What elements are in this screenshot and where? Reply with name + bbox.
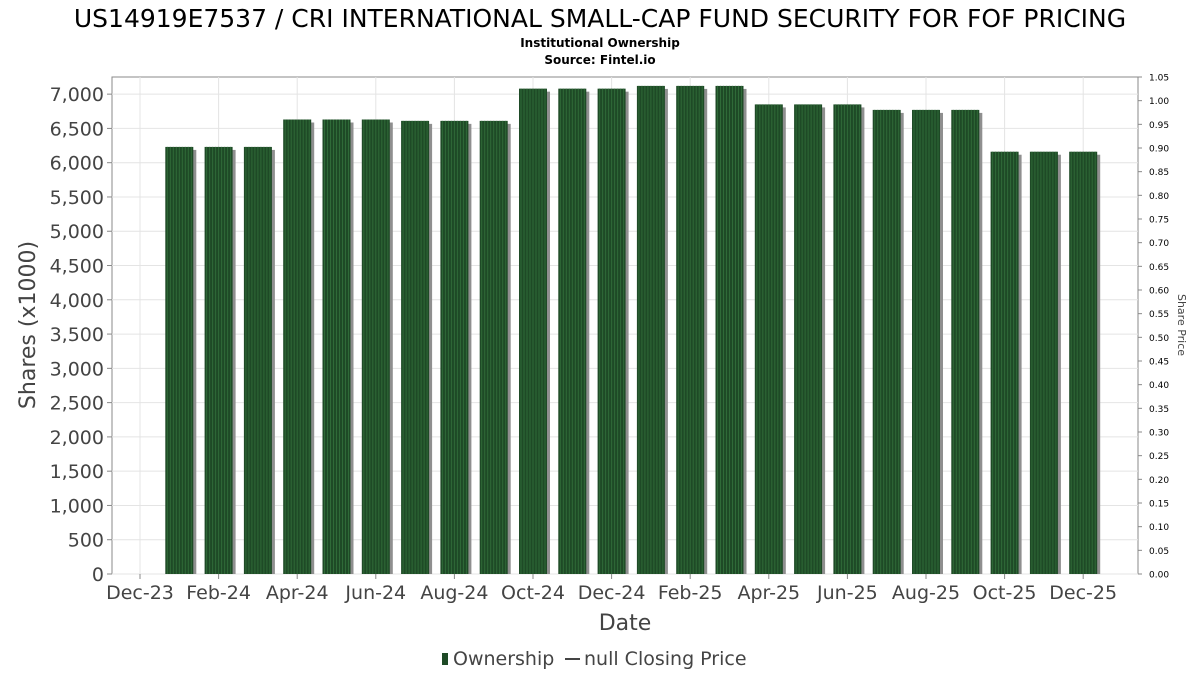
- y2-tick-label: 0.35: [1149, 405, 1169, 415]
- y-tick-label: 5,000: [50, 221, 104, 243]
- x-tick-label: Dec-23: [106, 582, 174, 604]
- bar-May-24: [322, 119, 354, 574]
- bar-Sep-24: [479, 120, 511, 574]
- legend-swatch-ownership: [442, 653, 448, 665]
- bar-Feb-24: [204, 146, 236, 574]
- y2-tick-label: 0.15: [1149, 500, 1169, 510]
- chart-source: Source: Fintel.io: [544, 53, 655, 67]
- x-tick-label: Dec-25: [1049, 582, 1117, 604]
- bar-Jul-25: [872, 109, 904, 574]
- bar-Jan-25: [636, 85, 668, 574]
- x-tick-label: Aug-25: [892, 582, 960, 604]
- bar-Mar-25: [715, 85, 747, 574]
- y-tick-label: 5,500: [50, 187, 104, 209]
- y2-tick-label: 0.10: [1149, 523, 1169, 533]
- y2-tick-label: 0.50: [1149, 334, 1169, 344]
- bar-Sep-25: [951, 109, 983, 574]
- y2-tick-label: 0.70: [1149, 239, 1169, 249]
- legend: Ownership null Closing Price: [442, 648, 747, 670]
- bar-Oct-25: [990, 151, 1022, 574]
- bar-Apr-24: [283, 119, 315, 574]
- x-tick-label: Oct-25: [973, 582, 1037, 604]
- y-axis-left: 0 500 1,000 1,500 2,000 2,500 3,000 3,500 4,000 4…: [50, 84, 112, 586]
- y-tick-label: 4,000: [50, 290, 104, 312]
- x-tick-label: Feb-25: [658, 582, 723, 604]
- y2-tick-label: 0.60: [1149, 287, 1169, 297]
- bar-Jan-24: [165, 146, 197, 574]
- bar-Dec-24: [597, 88, 629, 574]
- bar-Feb-25: [676, 85, 708, 574]
- legend-label-ownership: Ownership: [453, 648, 554, 670]
- y2-tick-label: 0.85: [1149, 168, 1169, 178]
- y-axis-label: Shares (x1000): [16, 241, 41, 409]
- y2-tick-label: 0.45: [1149, 358, 1169, 368]
- x-tick-label: Jun-25: [816, 582, 878, 604]
- y2-tick-label: 0.65: [1149, 263, 1169, 273]
- y-tick-label: 3,500: [50, 324, 104, 346]
- y-axis-right: 0.00 0.05 0.10 0.15 0.20 0.25 0.30 0.35 0.40 0.45…: [1138, 74, 1169, 581]
- x-axis-label: Date: [599, 611, 652, 636]
- y-tick-label: 2,000: [50, 427, 104, 449]
- bar-May-25: [794, 104, 826, 575]
- y-tick-label: 6,500: [50, 118, 104, 140]
- bar-Dec-25: [1069, 151, 1101, 574]
- y-tick-label: 7,000: [50, 84, 104, 106]
- bar-series-ownership: [165, 85, 1101, 575]
- bar-Jul-24: [401, 120, 433, 574]
- chart-subtitle: Institutional Ownership: [520, 36, 680, 50]
- y-tick-label: 0: [92, 564, 104, 586]
- y2-axis-label: Share Price: [1175, 294, 1188, 356]
- y2-tick-label: 0.75: [1149, 216, 1169, 226]
- y-tick-label: 1,500: [50, 461, 104, 483]
- x-tick-label: Apr-25: [737, 582, 800, 604]
- y-tick-label: 6,000: [50, 153, 104, 175]
- y2-tick-label: 0.80: [1149, 192, 1169, 202]
- bar-Aug-24: [440, 120, 472, 574]
- y-tick-label: 1,000: [50, 495, 104, 517]
- y-tick-label: 3,000: [50, 358, 104, 380]
- bar-Aug-25: [912, 109, 943, 574]
- x-tick-label: Dec-24: [578, 582, 646, 604]
- y-tick-label: 500: [68, 530, 104, 552]
- y2-tick-label: 0.40: [1149, 381, 1169, 391]
- x-tick-label: Apr-24: [266, 582, 329, 604]
- bar-Jun-25: [833, 104, 865, 575]
- bar-Mar-24: [243, 146, 275, 574]
- y2-tick-label: 0.30: [1149, 429, 1169, 439]
- bar-Jun-24: [361, 119, 393, 574]
- x-tick-label: Jun-24: [344, 582, 406, 604]
- bar-Nov-24: [558, 88, 590, 574]
- chart-title: US14919E7537 / CRI INTERNATIONAL SMALL-C…: [74, 4, 1126, 33]
- x-axis: Dec-23 Feb-24 Apr-24 Jun-24 Aug-24 Oct-24 Dec-…: [106, 574, 1117, 604]
- y2-tick-label: 0.00: [1149, 571, 1169, 581]
- y2-tick-label: 0.20: [1149, 476, 1169, 486]
- bar-Apr-25: [754, 104, 786, 575]
- x-tick-label: Aug-24: [420, 582, 488, 604]
- y2-tick-label: 0.05: [1149, 547, 1169, 557]
- y2-tick-label: 1.05: [1149, 74, 1169, 84]
- y2-tick-label: 0.25: [1149, 452, 1169, 462]
- x-tick-label: Oct-24: [501, 582, 565, 604]
- x-tick-label: Feb-24: [186, 582, 251, 604]
- y2-tick-label: 0.55: [1149, 310, 1169, 320]
- y2-tick-label: 0.95: [1149, 121, 1169, 131]
- legend-label-price: null Closing Price: [584, 648, 747, 670]
- y2-tick-label: 1.00: [1149, 97, 1169, 107]
- bar-Oct-24: [519, 88, 550, 574]
- y-tick-label: 4,500: [50, 256, 104, 278]
- bar-Nov-25: [1029, 151, 1061, 574]
- y-tick-label: 2,500: [50, 393, 104, 415]
- y2-tick-label: 0.90: [1149, 145, 1169, 155]
